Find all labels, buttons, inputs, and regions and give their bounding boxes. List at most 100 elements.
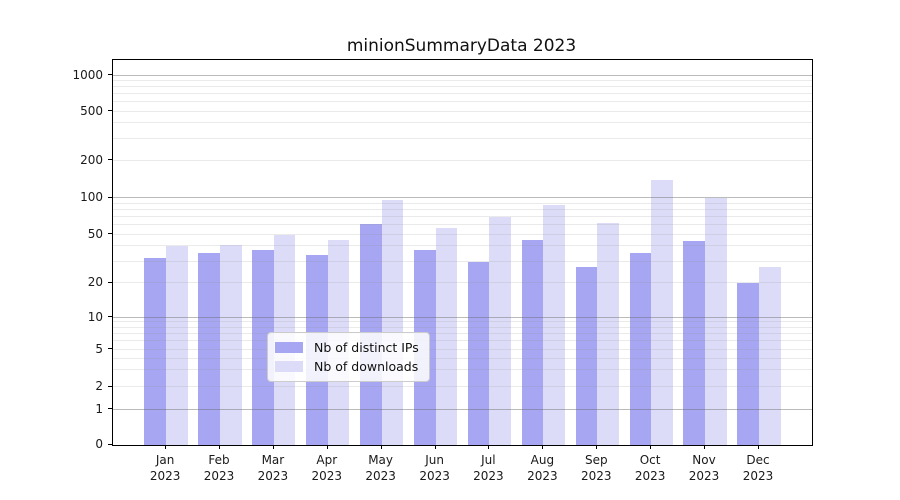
ytick-label-0: 0: [95, 437, 103, 451]
xtick-label-apr: Apr 2023: [311, 453, 343, 483]
ytick-label-50: 50: [87, 226, 103, 241]
ytick-mark-500: [108, 110, 112, 111]
ytick-mark-1: [108, 408, 112, 409]
legend-item-downloads: Nb of downloads: [275, 357, 419, 376]
xtick-label-jun: Jun 2023: [419, 453, 450, 483]
gridline-y-9: [113, 321, 812, 323]
ytick-label-100: 100: [80, 190, 103, 204]
gridline-y-3: [113, 369, 812, 371]
gridline-y-7: [113, 333, 812, 334]
bar-downloads-sep: [597, 223, 619, 445]
ytick-mark-20: [108, 281, 112, 283]
bar-distinct-ips-sep: [575, 267, 598, 445]
bar-distinct-ips-jul: [467, 261, 490, 445]
gridline-y-600: [113, 101, 812, 102]
gridline-y-6: [113, 340, 812, 342]
ytick-label-10: 10: [87, 309, 103, 324]
bar-distinct-ips-jan: [144, 258, 167, 445]
bar-downloads-feb: [219, 245, 242, 445]
gridline-y-20: [113, 282, 812, 283]
ytick-mark-100: [108, 196, 112, 198]
xtick-mark-jun: [434, 445, 436, 449]
xtick-label-jan: Jan 2023: [149, 453, 181, 483]
gridline-y-500: [113, 110, 812, 112]
xtick-mark-may: [380, 445, 382, 449]
xtick-mark-sep: [596, 445, 598, 449]
gridline-y-700: [113, 93, 812, 94]
gridline-y-800: [113, 86, 812, 88]
gridline-y-5: [113, 348, 812, 350]
gridline-y-80: [113, 208, 812, 210]
xtick-label-nov: Nov 2023: [688, 453, 720, 483]
ytick-mark-0: [108, 443, 112, 445]
gridline-y-70: [113, 215, 812, 217]
xtick-label-feb: Feb 2023: [203, 453, 235, 483]
ytick-label-2: 2: [95, 379, 103, 393]
ytick-mark-5: [108, 348, 112, 349]
gridline-y-900: [113, 80, 812, 81]
ytick-mark-50: [108, 233, 112, 234]
bar-distinct-ips-mar: [252, 250, 274, 445]
ytick-label-1: 1: [95, 401, 103, 416]
xtick-label-oct: Oct 2023: [634, 453, 666, 483]
gridline-y-400: [113, 122, 812, 124]
bar-downloads-jun: [435, 227, 458, 445]
bar-downloads-dec: [758, 267, 781, 445]
xtick-label-mar: Mar 2023: [257, 453, 289, 483]
legend-label-distinct-ips: Nb of distinct IPs: [314, 340, 419, 355]
bar-distinct-ips-dec: [737, 283, 759, 445]
gridline-y-1000: [113, 74, 812, 76]
gridline-y-4: [113, 357, 812, 359]
gridline-y-200: [113, 159, 812, 161]
ytick-label-5: 5: [95, 341, 103, 356]
gridline-y-100: [113, 197, 812, 198]
xtick-mark-dec: [758, 445, 759, 449]
ytick-mark-10: [108, 316, 112, 317]
legend-item-distinct-ips: Nb of distinct IPs: [275, 338, 419, 357]
xtick-label-sep: Sep 2023: [581, 453, 612, 483]
xtick-mark-jan: [165, 445, 167, 449]
bar-downloads-may: [381, 199, 404, 445]
gridline-y-10: [113, 316, 812, 318]
gridline-y-8: [113, 326, 812, 328]
xtick-mark-oct: [650, 445, 652, 449]
ytick-label-20: 20: [87, 275, 103, 289]
ytick-label-500: 500: [80, 103, 103, 118]
xtick-label-may: May 2023: [365, 453, 396, 483]
bar-downloads-jul: [489, 216, 512, 445]
ytick-label-1000: 1000: [72, 67, 103, 82]
xtick-label-aug: Aug 2023: [527, 453, 558, 483]
bar-distinct-ips-nov: [683, 241, 706, 445]
xtick-mark-jul: [488, 445, 490, 449]
ytick-mark-200: [108, 159, 112, 160]
legend-swatch-distinct-ips: [275, 342, 303, 353]
bar-distinct-ips-aug: [521, 240, 544, 445]
xtick-label-jul: Jul 2023: [473, 453, 504, 483]
gridline-y-1: [113, 408, 812, 410]
legend-swatch-downloads: [275, 361, 303, 372]
bar-downloads-jan: [166, 246, 188, 445]
xtick-mark-mar: [272, 445, 274, 449]
gridline-y-40: [113, 245, 812, 247]
xtick-mark-apr: [326, 445, 328, 449]
gridline-y-50: [113, 233, 812, 235]
xtick-mark-nov: [704, 445, 705, 449]
bar-downloads-aug: [543, 205, 565, 445]
legend-label-downloads: Nb of downloads: [314, 359, 419, 374]
ytick-mark-2: [108, 385, 112, 387]
chart-title: minionSummaryData 2023: [346, 36, 577, 56]
xtick-mark-feb: [219, 445, 220, 449]
legend: Nb of distinct IPs Nb of downloads: [267, 332, 430, 382]
xtick-mark-aug: [542, 445, 544, 449]
gridline-y-90: [113, 202, 812, 204]
gridline-y-300: [113, 137, 812, 139]
bar-distinct-ips-oct: [629, 253, 652, 445]
ytick-mark-1000: [108, 74, 112, 75]
bar-distinct-ips-feb: [198, 253, 220, 445]
xtick-label-dec: Dec 2023: [742, 453, 774, 483]
plot-area: [112, 59, 813, 446]
gridline-y-30: [113, 260, 812, 262]
ytick-label-200: 200: [80, 152, 103, 167]
bar-downloads-oct: [651, 179, 673, 445]
